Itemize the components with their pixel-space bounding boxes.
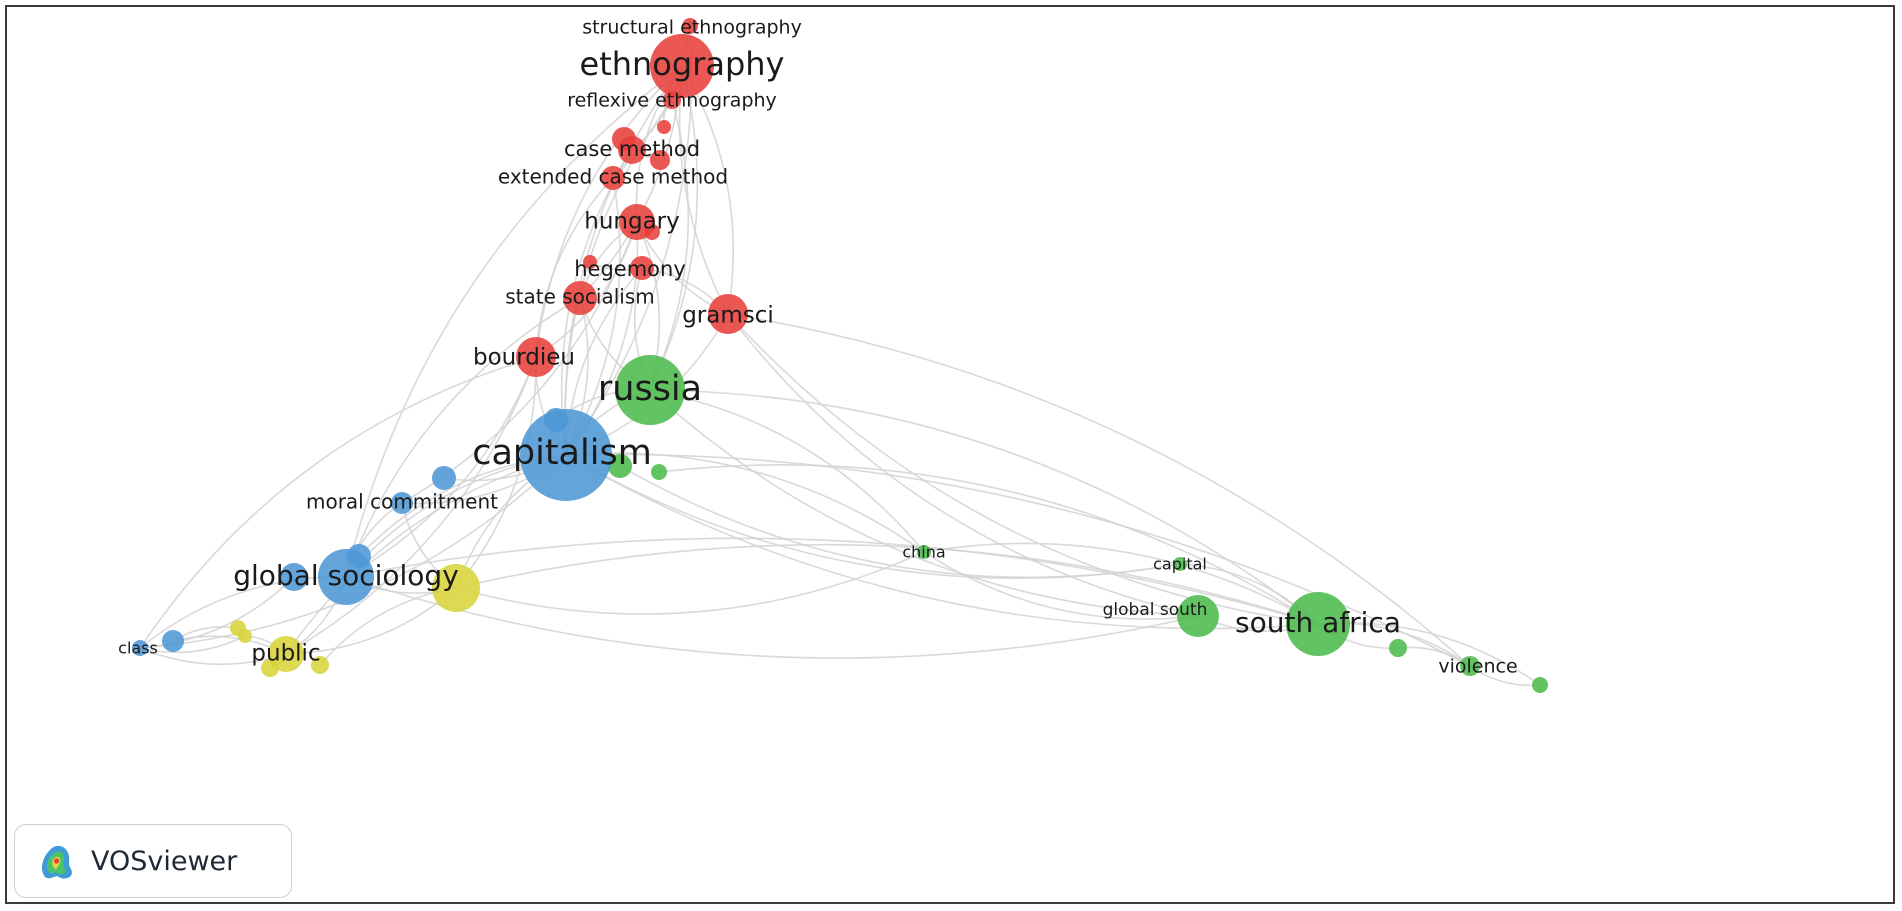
node-china[interactable] xyxy=(917,545,931,559)
node-unlabeled-0[interactable] xyxy=(657,120,671,134)
node-bourdieu[interactable] xyxy=(516,337,556,377)
node-gramsci[interactable] xyxy=(708,294,748,334)
link-gramsci-global-south xyxy=(727,313,1199,617)
node-hegemony[interactable] xyxy=(630,256,654,280)
label-bourdieu: bourdieu xyxy=(473,345,575,371)
link-global-sociology-global-south xyxy=(345,576,1199,659)
label-global-sociology: global sociology xyxy=(233,559,459,592)
link-russia-global-south xyxy=(649,389,1199,617)
node-unlabeled-4[interactable] xyxy=(583,255,597,269)
node-unlabeled-2[interactable] xyxy=(650,150,670,170)
node-unlabeled-11[interactable] xyxy=(651,464,667,480)
network-nodes xyxy=(132,18,1548,693)
link-capitalism-violence xyxy=(565,453,1471,667)
label-gramsci: gramsci xyxy=(682,303,774,329)
node-extended-case-method[interactable] xyxy=(601,166,625,190)
link-ethnography-bourdieu xyxy=(535,65,683,358)
label-violence: violence xyxy=(1438,656,1517,678)
label-public: public xyxy=(251,641,320,667)
label-case-method: case method xyxy=(564,137,700,161)
node-unlabeled-9[interactable] xyxy=(162,630,184,652)
link-bourdieu-x12 xyxy=(455,356,537,589)
node-global-sociology[interactable] xyxy=(318,549,374,605)
link-extended-case-method-bourdieu xyxy=(535,177,614,358)
link-china-global-south xyxy=(923,551,1199,620)
label-south-africa: south africa xyxy=(1235,606,1401,639)
node-russia[interactable] xyxy=(615,355,685,425)
link-x12-china xyxy=(455,551,925,615)
vosviewer-density-map-icon xyxy=(42,845,72,879)
label-hegemony: hegemony xyxy=(574,257,686,281)
label-capital: capital xyxy=(1153,555,1207,574)
node-unlabeled-14[interactable] xyxy=(238,629,252,643)
link-capitalism-china xyxy=(565,452,925,553)
node-moral-commitment[interactable] xyxy=(391,492,413,514)
node-unlabeled-17[interactable] xyxy=(1389,639,1407,657)
node-global-south[interactable] xyxy=(1177,595,1219,637)
link-global-sociology-class xyxy=(139,576,347,649)
link-class-x14 xyxy=(139,635,246,654)
link-russia-south-africa xyxy=(649,389,1319,625)
node-state-socialism[interactable] xyxy=(563,281,597,315)
link-bourdieu-public xyxy=(285,356,537,655)
node-capital[interactable] xyxy=(1173,557,1187,571)
link-bourdieu-class xyxy=(139,356,537,649)
network-visualization-frame xyxy=(5,5,1895,904)
node-structural-ethnography[interactable] xyxy=(682,18,698,34)
vosviewer-logo-text: VOSviewer xyxy=(91,845,238,877)
node-unlabeled-6[interactable] xyxy=(432,466,456,490)
label-russia: russia xyxy=(598,369,702,409)
label-ethnography: ethnography xyxy=(580,45,785,83)
node-reflexive-ethnography[interactable] xyxy=(663,91,681,109)
link-state-socialism-global-sociology xyxy=(345,297,581,578)
node-unlabeled-12[interactable] xyxy=(432,564,480,612)
link-global-sociology-south-africa xyxy=(345,537,1319,625)
node-class[interactable] xyxy=(132,640,148,656)
link-china-south-africa xyxy=(923,542,1319,625)
label-moral-commitment: moral commitment xyxy=(306,490,498,514)
link-class-x8 xyxy=(139,576,295,649)
label-reflexive-ethnography: reflexive ethnography xyxy=(567,90,777,112)
node-south-africa[interactable] xyxy=(1286,592,1350,656)
link-gramsci-south-africa xyxy=(727,313,1319,625)
link-russia-china xyxy=(649,389,925,553)
node-violence[interactable] xyxy=(1460,656,1480,676)
node-case-method[interactable] xyxy=(618,136,646,164)
vosviewer-logo: VOSviewer xyxy=(14,824,292,898)
node-unlabeled-10[interactable] xyxy=(608,454,632,478)
node-ethnography[interactable] xyxy=(650,34,714,98)
link-x10-capital xyxy=(619,465,1181,579)
node-hungary[interactable] xyxy=(619,204,655,240)
link-gramsci-violence xyxy=(727,313,1471,667)
node-labels: structural ethnography ethnography reflexi… xyxy=(118,17,1518,678)
link-reflexive-ethnography-russia xyxy=(649,99,690,391)
label-extended-case-method: extended case method xyxy=(498,165,728,189)
link-x12-south-africa xyxy=(455,543,1319,625)
label-china: china xyxy=(902,543,945,562)
label-class: class xyxy=(118,639,158,658)
label-state-socialism: state socialism xyxy=(505,285,655,309)
node-unlabeled-16[interactable] xyxy=(311,656,329,674)
label-hungary: hungary xyxy=(584,209,680,235)
node-unlabeled-8[interactable] xyxy=(280,563,308,591)
label-global-south: global south xyxy=(1103,600,1208,620)
link-ethnography-global-sociology xyxy=(345,65,683,578)
node-capitalism[interactable] xyxy=(520,409,612,501)
node-unlabeled-18[interactable] xyxy=(1532,677,1548,693)
link-capitalism-public xyxy=(285,454,567,655)
node-public[interactable] xyxy=(268,636,304,672)
link-ethnography-gramsci xyxy=(681,65,735,315)
link-x11-south-africa xyxy=(658,464,1319,625)
label-capitalism: capitalism xyxy=(472,433,652,473)
label-structural-ethnography: structural ethnography xyxy=(582,17,802,39)
